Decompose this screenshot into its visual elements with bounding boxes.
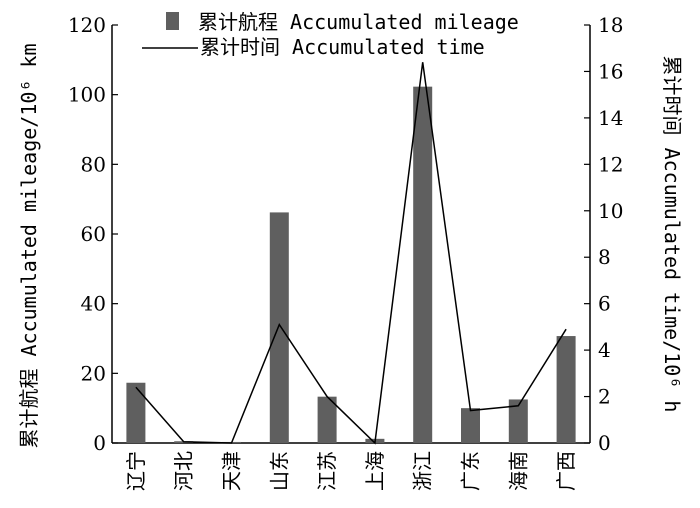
mileage-bar [508,399,528,443]
category-label: 上海 [363,451,387,491]
mileage-bar [556,336,576,443]
right-axis-title: 累计时间 Accumulated time/10⁶ h [660,56,684,413]
right-tick-label: 6 [598,292,611,316]
legend: 累计航程 Accumulated mileage 累计时间 Accumulate… [142,10,519,59]
right-tick-label: 18 [598,13,623,37]
mileage-bar [317,396,337,443]
category-label: 浙江 [411,451,435,491]
mileage-bar [269,212,289,443]
mileage-bar [461,408,480,443]
right-tick-label: 12 [598,152,623,176]
right-tick-label: 10 [598,199,623,223]
left-tick-label: 100 [68,83,106,107]
right-tick-label: 16 [598,59,623,83]
category-label: 天津 [220,451,244,491]
right-tick-label: 14 [598,106,623,130]
tick-labels: 0 20 40 60 80 100 120 0 2 4 6 8 10 12 14 16 18 辽宁 河北 天津 山东 江苏… [68,13,624,491]
category-label: 河北 [172,451,196,491]
right-tick-label: 0 [598,431,611,455]
left-tick-label: 20 [81,361,106,385]
left-tick-label: 60 [81,222,106,246]
legend-line-label: 累计时间 Accumulated time [200,35,485,59]
category-label: 广西 [554,451,578,491]
category-label: 广东 [459,451,483,491]
category-label: 辽宁 [124,451,148,491]
left-tick-label: 40 [81,292,106,316]
legend-bar-swatch [166,12,179,30]
mileage-bar [126,382,146,443]
left-tick-label: 80 [81,152,106,176]
right-tick-label: 4 [598,338,611,362]
category-label: 山东 [267,451,291,491]
category-label: 海南 [506,451,530,491]
left-tick-label: 120 [68,13,106,37]
left-axis-title: 累计航程 Accumulated mileage/10⁶ km [17,43,41,448]
right-tick-label: 2 [598,385,611,409]
legend-bar-label: 累计航程 Accumulated mileage [198,10,519,34]
time-line [135,62,567,445]
category-label: 江苏 [315,451,339,491]
axes [111,24,591,444]
left-tick-label: 0 [93,431,106,455]
right-tick-label: 8 [598,245,611,269]
bar-series [126,86,576,443]
mileage-bar [413,86,433,443]
line-series [135,62,567,445]
